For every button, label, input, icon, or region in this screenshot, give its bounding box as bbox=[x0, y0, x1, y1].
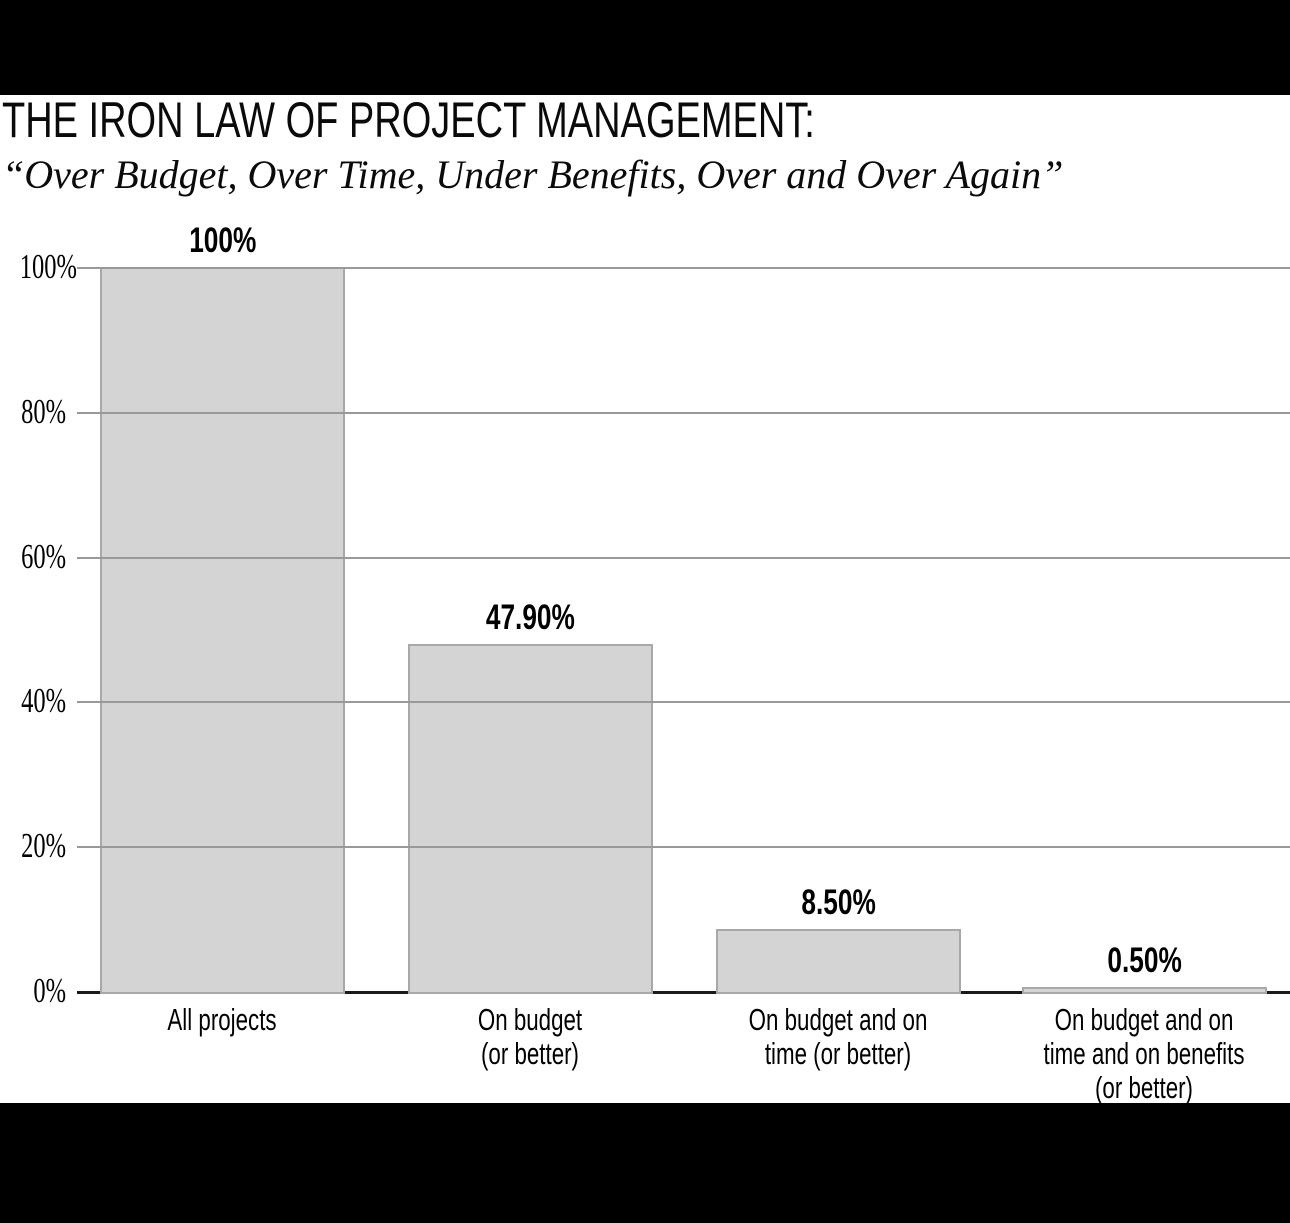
x-label-on-budget: On budget (or better) bbox=[370, 1003, 690, 1071]
bar-group-on-budget-time-benefits: 0.50% bbox=[1022, 941, 1267, 994]
bar-value-label: 100% bbox=[188, 221, 257, 260]
x-label-line: (or better) bbox=[1094, 1070, 1193, 1105]
bar-group-on-budget-on-time: 8.50% bbox=[716, 883, 961, 994]
gridline-80 bbox=[77, 411, 1290, 414]
chart-title: THE IRON LAW OF PROJECT MANAGEMENT: bbox=[2, 92, 815, 148]
x-label-line: (or better) bbox=[480, 1036, 579, 1071]
x-label-line: On budget and on bbox=[748, 1002, 928, 1037]
x-label-text: All projects bbox=[107, 1003, 337, 1037]
bar-value-label: 8.50% bbox=[801, 883, 876, 923]
y-tick-20: 20% bbox=[21, 826, 67, 866]
bottom-black-band bbox=[0, 1103, 1290, 1223]
y-tick-60: 60% bbox=[21, 536, 67, 576]
x-label-text: On budget (or better) bbox=[415, 1003, 645, 1071]
x-label-on-budget-time-benefits: On budget and on time and on benefits (o… bbox=[984, 1003, 1290, 1105]
chart-subtitle: “Over Budget, Over Time, Under Benefits,… bbox=[2, 152, 1064, 197]
bar-value-label: 0.50% bbox=[1107, 941, 1182, 981]
bar-all-projects bbox=[100, 267, 345, 994]
gridline-40 bbox=[77, 701, 1290, 704]
y-tick-40: 40% bbox=[21, 681, 67, 721]
x-label-line: time and on benefits bbox=[1043, 1036, 1245, 1071]
y-tick-0: 0% bbox=[33, 971, 66, 1010]
x-label-line: time (or better) bbox=[764, 1036, 912, 1071]
x-label-on-budget-on-time: On budget and on time (or better) bbox=[678, 1003, 998, 1071]
y-tick-100: 100% bbox=[19, 247, 77, 286]
x-label-all-projects: All projects bbox=[62, 1003, 382, 1037]
bar-group-on-budget: 47.90% bbox=[408, 598, 653, 994]
bar-value-label: 47.90% bbox=[485, 598, 576, 638]
x-axis-line bbox=[77, 991, 1290, 994]
gridline-20 bbox=[77, 846, 1290, 849]
bar-on-budget-time-benefits bbox=[1022, 987, 1267, 994]
bar-group-all-projects: 100% bbox=[100, 221, 345, 994]
bar-on-budget-on-time bbox=[716, 929, 961, 994]
top-black-band bbox=[0, 0, 1290, 95]
plot-area: 100% 80% 60% 40% 20% 0% 100% 47.90% 8.50… bbox=[0, 221, 1290, 1010]
bar-on-budget bbox=[408, 644, 653, 994]
x-label-text: On budget and on time (or better) bbox=[723, 1003, 953, 1071]
x-label-line: On budget bbox=[477, 1002, 583, 1037]
gridline-100 bbox=[77, 267, 1290, 269]
x-label-text: On budget and on time and on benefits (o… bbox=[1029, 1003, 1259, 1105]
x-label-line: All projects bbox=[167, 1002, 277, 1037]
x-label-line: On budget and on bbox=[1054, 1002, 1234, 1037]
y-tick-80: 80% bbox=[21, 391, 67, 431]
gridline-60 bbox=[77, 556, 1290, 559]
